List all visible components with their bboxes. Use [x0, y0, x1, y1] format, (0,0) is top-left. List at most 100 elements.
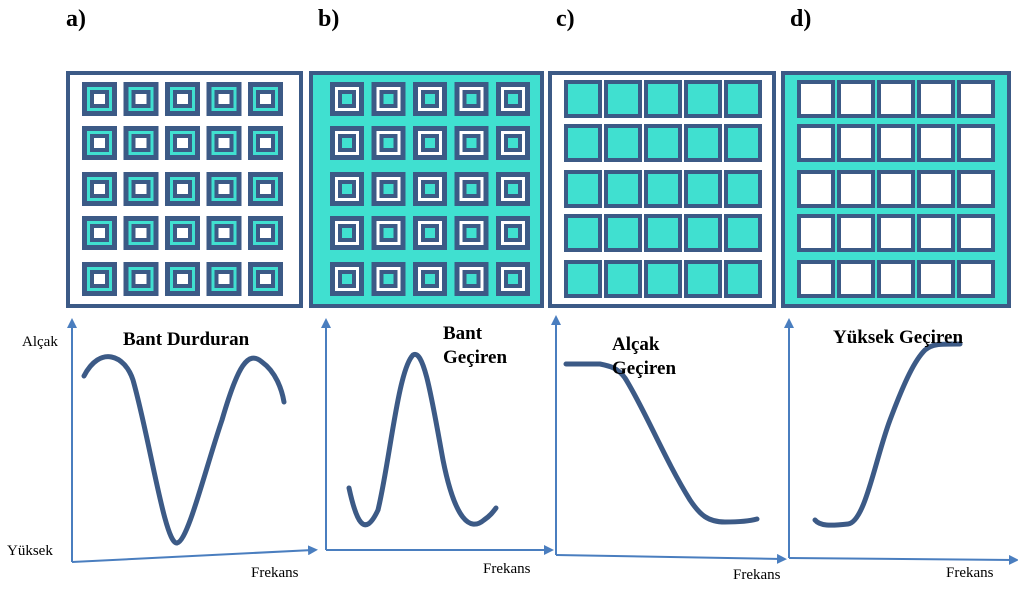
panel-c-unit-cell: [644, 214, 682, 252]
panel-b-unit-cell: [330, 216, 364, 250]
panel-b-unit-cell: [413, 216, 447, 250]
panel-a-unit-cell: [165, 82, 200, 116]
panel-a-unit-cell: [165, 172, 200, 206]
panel-a-unit-cell: [165, 262, 200, 296]
panel-d-unit-cell: [797, 170, 835, 208]
panel-c-axes: [551, 315, 787, 564]
panel-c-unit-cell: [684, 260, 722, 298]
panel-c-title-line: Alçak: [612, 334, 660, 355]
panel-c-unit-cell: [684, 214, 722, 252]
panel-a-unit-cell: [248, 216, 283, 250]
panel-b-unit-cell: [371, 262, 406, 296]
panel-d-unit-cell: [837, 214, 875, 252]
panel-a-unit-cell: [82, 126, 117, 160]
panel-b-unit-cell: [454, 262, 489, 296]
panel-d-unit-cell: [837, 260, 875, 298]
panel-d-unit-cell: [797, 80, 835, 118]
panel-c-unit-cell: [644, 170, 682, 208]
panel-b-unit-cell: [454, 216, 489, 250]
panel-b-title-line: Bant: [443, 323, 483, 344]
panel-d-unit-cell: [917, 170, 955, 208]
panel-c-unit-cell: [684, 80, 722, 118]
panel-a-unit-cell: [82, 172, 117, 206]
panel-b-unit-cell: [330, 262, 364, 296]
panel-c-unit-cell: [724, 170, 762, 208]
panel-c-unit-cell: [724, 214, 762, 252]
panel-a-title: Bant Durduran: [123, 328, 249, 352]
panel-a-title-line: Bant Durduran: [123, 329, 250, 350]
panel-d-unit-cell: [957, 260, 995, 298]
panel-a-unit-cell: [82, 262, 117, 296]
lowpass-curve: [563, 361, 760, 525]
panel-b-axes: [321, 318, 554, 555]
panel-b-title: Bant Geçiren: [443, 322, 507, 370]
panel-d-unit-cell: [837, 170, 875, 208]
panel-d-unit-cell: [917, 214, 955, 252]
panel-b-unit-cell: [496, 172, 530, 206]
panel-a-unit-cell: [82, 216, 117, 250]
panel-c-unit-cell: [644, 124, 682, 162]
panel-d-axes: [784, 318, 1018, 565]
panel-b-unit-cell: [454, 82, 489, 116]
panel-b-unit-cell: [330, 126, 364, 160]
panel-b-title-line: Geçiren: [443, 347, 508, 368]
panel-a-unit-cell: [82, 82, 117, 116]
panel-a-unit-cell: [123, 126, 159, 160]
panel-c-unit-cell: [724, 124, 762, 162]
panel-d-unit-cell: [797, 260, 835, 298]
panel-a-unit-cell: [123, 82, 159, 116]
panel-c-unit-cell: [604, 124, 642, 162]
panel-d-unit-cell: [837, 124, 875, 162]
panel-b-unit-cell: [413, 172, 447, 206]
panel-d-unit-cell: [877, 80, 915, 118]
panel-c-unit-cell: [724, 80, 762, 118]
panel-d-label: d): [790, 6, 812, 32]
panel-c-unit-cell: [724, 260, 762, 298]
panel-a-unit-cell: [206, 82, 242, 116]
panel-c-unit-cell: [604, 214, 642, 252]
panel-c-unit-cell: [604, 80, 642, 118]
panel-c-unit-cell: [644, 80, 682, 118]
panel-c-unit-cell: [604, 170, 642, 208]
panel-d-unit-cell: [917, 124, 955, 162]
panel-c-unit-cell: [644, 260, 682, 298]
panel-d-unit-cell: [957, 214, 995, 252]
panel-b-unit-cell: [413, 82, 447, 116]
panel-c-title-line: Geçiren: [612, 358, 677, 379]
panel-d-x-label: Frekans: [946, 565, 994, 581]
panel-b-unit-cell: [496, 216, 530, 250]
panel-a-unit-cell: [123, 262, 159, 296]
y-axis-bottom-label: Yüksek: [7, 543, 53, 559]
panel-c-unit-cell: [564, 214, 602, 252]
panel-b-unit-cell: [413, 126, 447, 160]
highpass-curve: [812, 341, 963, 528]
panel-d-unit-cell: [797, 214, 835, 252]
panel-b-unit-cell: [496, 262, 530, 296]
panel-a-axes: [67, 318, 318, 563]
panel-d-unit-cell: [797, 124, 835, 162]
panel-b-unit-cell: [371, 82, 406, 116]
panel-c-x-label: Frekans: [733, 567, 781, 583]
panel-d-unit-cell: [837, 80, 875, 118]
panel-a-unit-cell: [123, 172, 159, 206]
panel-a-unit-cell: [206, 262, 242, 296]
panel-a-unit-cell: [165, 126, 200, 160]
panel-a-label: a): [66, 6, 86, 32]
panel-b-unit-cell: [330, 82, 364, 116]
panel-b-unit-cell: [371, 126, 406, 160]
panel-a-unit-cell: [123, 216, 159, 250]
panel-c-unit-cell: [564, 260, 602, 298]
panel-a-unit-cell: [248, 82, 283, 116]
panel-a-x-label: Frekans: [251, 565, 299, 581]
panel-b-unit-cell: [496, 82, 530, 116]
panel-c-unit-cell: [604, 260, 642, 298]
panel-b-label: b): [318, 6, 340, 32]
panel-d-unit-cell: [957, 170, 995, 208]
panel-c-unit-cell: [564, 124, 602, 162]
panel-b-unit-cell: [496, 126, 530, 160]
panel-a-unit-cell: [206, 126, 242, 160]
panel-d-unit-cell: [957, 124, 995, 162]
panel-b-unit-cell: [413, 262, 447, 296]
panel-d-unit-cell: [877, 124, 915, 162]
